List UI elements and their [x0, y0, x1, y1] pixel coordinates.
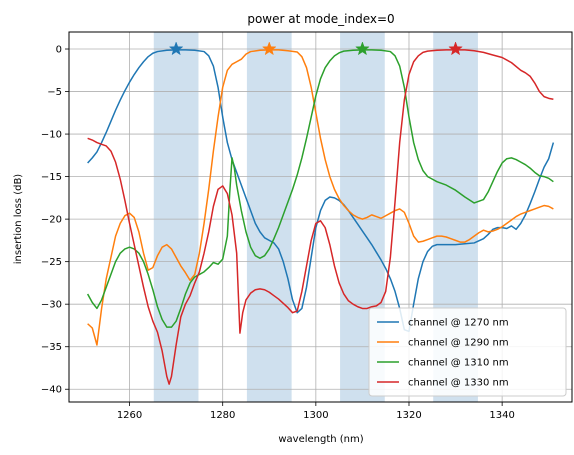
legend-label: channel @ 1330 nm — [408, 378, 509, 389]
y-tick-label: −5 — [47, 87, 62, 98]
y-axis-label: insertion loss (dB) — [13, 174, 24, 265]
series-line-4 — [87, 49, 554, 385]
peak-star-marker-3 — [355, 41, 370, 56]
y-tick-label: −30 — [41, 300, 62, 311]
peak-markers — [168, 41, 463, 56]
legend-box — [368, 307, 567, 397]
y-tick-label: −25 — [41, 257, 62, 268]
y-tick-label: −20 — [41, 215, 62, 226]
y-tick-label: 0 — [56, 45, 62, 56]
series-line-3 — [86, 49, 554, 328]
x-axis-label: wavelength (nm) — [278, 434, 363, 445]
series-lines — [86, 49, 555, 385]
x-tick-label: 1260 — [117, 410, 142, 421]
peak-star-marker-1 — [168, 41, 184, 56]
series-line-1 — [87, 49, 555, 333]
x-tick-label: 1320 — [396, 410, 421, 421]
legend: channel @ 1270 nm channel @ 1290 nm channe… — [368, 307, 567, 397]
y-tick-label: −15 — [41, 172, 62, 183]
y-tick-label: −35 — [41, 342, 62, 353]
plot-frame — [68, 31, 573, 403]
legend-label: channel @ 1290 nm — [408, 338, 509, 349]
highlight-band — [153, 32, 199, 402]
highlight-band — [246, 32, 292, 402]
axis-ticks: 1260 1280 1300 1320 1340 0 −5 −10 −15 −20 −25 −30 −3… — [41, 45, 515, 421]
x-tick-label: 1340 — [489, 410, 514, 421]
peak-star-marker-4 — [448, 41, 463, 56]
x-tick-label: 1300 — [303, 410, 328, 421]
legend-label: channel @ 1270 nm — [408, 318, 509, 329]
chart-title: power at mode_index=0 — [247, 12, 394, 26]
y-tick-label: −40 — [41, 385, 62, 396]
y-tick-label: −10 — [41, 130, 62, 141]
series-line-2 — [87, 49, 554, 346]
peak-star-marker-2 — [261, 41, 277, 56]
x-tick-label: 1280 — [210, 410, 235, 421]
legend-label: channel @ 1310 nm — [408, 358, 509, 369]
